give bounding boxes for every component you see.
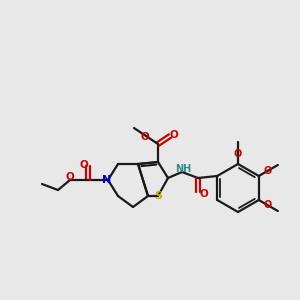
Text: O: O	[66, 172, 74, 182]
Text: O: O	[80, 160, 88, 170]
Text: S: S	[154, 191, 162, 201]
Text: O: O	[200, 189, 208, 199]
Text: O: O	[263, 166, 272, 176]
Text: O: O	[263, 200, 272, 210]
Text: NH: NH	[175, 164, 191, 174]
Text: N: N	[102, 175, 112, 185]
Text: O: O	[169, 130, 178, 140]
Text: O: O	[234, 149, 242, 159]
Text: O: O	[141, 132, 149, 142]
